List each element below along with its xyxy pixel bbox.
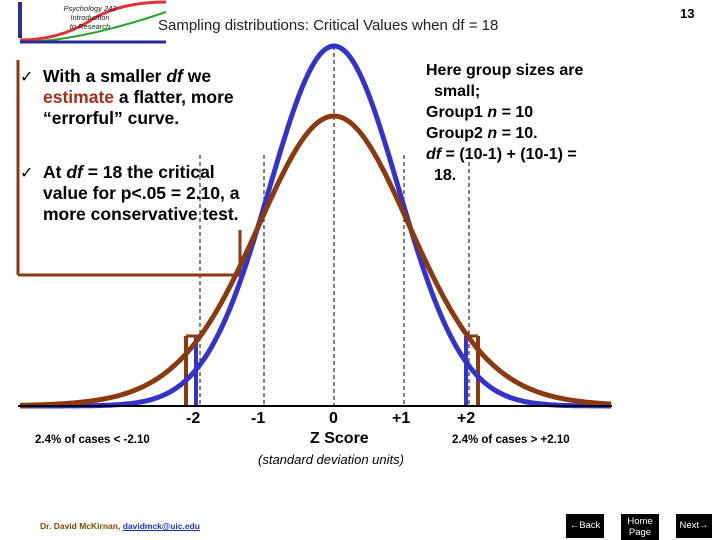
tick-0: 0 bbox=[329, 410, 338, 427]
home-line-1: Home bbox=[627, 516, 653, 527]
tick-minus-1: -1 bbox=[251, 410, 266, 427]
author-name: Dr. David McKirnan, bbox=[40, 521, 121, 531]
note-line-4-n: n bbox=[487, 125, 498, 142]
bullet-1: ✓ With a smaller df we estimate a flatte… bbox=[20, 66, 245, 129]
left-tail-label: 2.4% of cases < -2.10 bbox=[35, 434, 150, 446]
right-tail-label: 2.4% of cases > +2.10 bbox=[452, 434, 570, 446]
note-line-3-post: = 10 bbox=[497, 104, 534, 121]
logo-line-1: Psychology 242 bbox=[63, 4, 117, 13]
group-size-note: Here group sizes are small; Group1 n = 1… bbox=[426, 60, 616, 186]
bullet-2-text-b: = 18 the critical value for p<.05 = 2.10… bbox=[43, 162, 240, 224]
note-line-4: Group2 n = 10. bbox=[426, 123, 616, 144]
bullet-1-text-a: With a smaller bbox=[43, 66, 167, 86]
author-email-link[interactable]: davidmck@uic.edu bbox=[122, 521, 200, 531]
bullet-2-text-a: At bbox=[43, 162, 67, 182]
bullet-1-text-b: we bbox=[182, 66, 212, 86]
note-line-3-pre: Group1 bbox=[426, 104, 488, 121]
normal-curve bbox=[20, 43, 611, 409]
author-credit: Dr. David McKirnan, davidmck@uic.edu bbox=[40, 521, 200, 531]
x-axis-title: Z Score bbox=[310, 430, 369, 447]
bullet-1-estimate: estimate bbox=[43, 87, 115, 107]
slide-number: 13 bbox=[680, 6, 695, 21]
bullet-1-text-c: a flatter, more “errorful” curve. bbox=[43, 87, 234, 128]
slide-title: Sampling distributions: Critical Values … bbox=[158, 17, 499, 34]
bullet-2-df: df bbox=[66, 162, 83, 182]
note-line-3-n: n bbox=[487, 104, 498, 121]
home-page-button[interactable]: Home Page bbox=[621, 514, 659, 540]
note-line-5-df: df bbox=[426, 146, 442, 163]
note-line-4-pre: Group2 bbox=[426, 125, 488, 142]
next-button[interactable]: Next→ bbox=[676, 514, 712, 538]
note-line-3: Group1 n = 10 bbox=[426, 102, 616, 123]
note-line-1: Here group sizes are bbox=[426, 62, 584, 79]
logo-line-2: Introduction bbox=[70, 13, 110, 22]
back-button[interactable]: ←Back bbox=[566, 514, 604, 538]
bullet-2: ✓ At df = 18 the critical value for p<.0… bbox=[20, 162, 245, 225]
note-line-4-post: = 10. bbox=[497, 125, 538, 142]
logo-line-3: to Research bbox=[69, 22, 111, 31]
note-line-6: 18. bbox=[434, 167, 457, 184]
home-line-2: Page bbox=[628, 527, 652, 538]
t-distribution-curve bbox=[20, 113, 612, 408]
bullet-1-df: df bbox=[166, 66, 183, 86]
course-logo bbox=[18, 0, 167, 44]
note-line-5-post: = (10-1) + (10-1) = bbox=[441, 146, 577, 163]
check-icon: ✓ bbox=[20, 163, 34, 182]
tick-minus-2: -2 bbox=[186, 410, 201, 427]
note-line-2: small; bbox=[434, 83, 481, 100]
tick-plus-1: +1 bbox=[392, 410, 411, 427]
logo-text: Psychology 242 Introduction to Research bbox=[50, 4, 130, 31]
x-axis-subtitle: (standard deviation units) bbox=[258, 452, 404, 467]
check-icon: ✓ bbox=[20, 67, 34, 86]
tick-plus-2: +2 bbox=[457, 410, 476, 427]
note-line-5: df = (10-1) + (10-1) = bbox=[426, 144, 616, 165]
